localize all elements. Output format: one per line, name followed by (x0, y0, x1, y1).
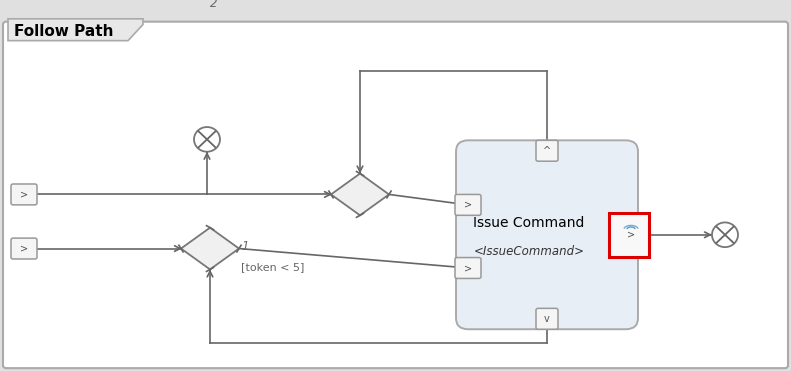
FancyBboxPatch shape (455, 257, 481, 279)
FancyBboxPatch shape (609, 213, 649, 257)
Polygon shape (8, 19, 143, 41)
Text: 2: 2 (210, 0, 218, 10)
FancyBboxPatch shape (455, 194, 481, 215)
Text: [token < 5]: [token < 5] (241, 262, 305, 272)
Text: >: > (20, 243, 28, 253)
FancyBboxPatch shape (11, 184, 37, 205)
Text: >: > (20, 190, 28, 200)
Text: v: v (544, 314, 550, 324)
FancyBboxPatch shape (618, 224, 644, 245)
Text: >: > (627, 230, 635, 240)
FancyBboxPatch shape (456, 140, 638, 329)
FancyBboxPatch shape (11, 238, 37, 259)
Circle shape (712, 223, 738, 247)
FancyBboxPatch shape (536, 140, 558, 161)
Circle shape (194, 127, 220, 152)
Text: ^: ^ (543, 146, 551, 156)
FancyBboxPatch shape (3, 22, 788, 368)
Text: Issue Command: Issue Command (473, 216, 585, 230)
Text: <IssueCommand>: <IssueCommand> (474, 245, 585, 258)
Polygon shape (181, 228, 239, 269)
Polygon shape (331, 174, 389, 215)
Text: >: > (464, 263, 472, 273)
Text: Follow Path: Follow Path (14, 24, 113, 39)
Text: 1: 1 (241, 240, 248, 253)
FancyBboxPatch shape (536, 308, 558, 329)
Text: >: > (464, 200, 472, 210)
